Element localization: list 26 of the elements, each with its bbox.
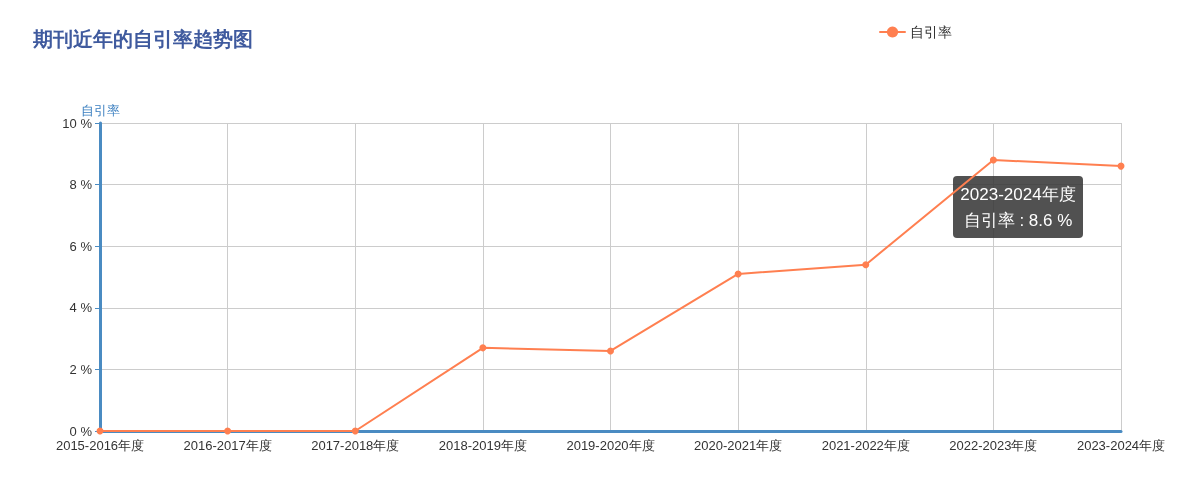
- annotation: 自引率 : 8.6 %: [963, 210, 1073, 230]
- legend-label: 自引率: [910, 24, 952, 40]
- point: [862, 261, 870, 269]
- x-tick-label: 2021-2022年度: [821, 438, 910, 453]
- x-tick-label: 2020-2021年度: [694, 438, 783, 453]
- y-axis-title: 自引率: [80, 102, 120, 118]
- x-tick-label: 2022-2023年度: [949, 438, 1038, 453]
- point: [734, 270, 742, 278]
- point: [351, 427, 359, 435]
- annotation: 2023-2024年度: [960, 184, 1076, 204]
- y-tick-label: 2 %: [69, 361, 93, 377]
- point: [989, 156, 997, 164]
- point: [224, 427, 232, 435]
- point: [607, 347, 614, 355]
- y-tick-label: 0 %: [69, 423, 93, 439]
- x-tick-label: 2019-2020年度: [566, 438, 655, 453]
- y-tick-label: 8 %: [69, 177, 93, 193]
- x-tick-label: 2016-2017年度: [183, 438, 272, 453]
- x-tick-label: 2015-2016年度: [55, 438, 145, 453]
- y-tick-label: 6 %: [69, 238, 93, 254]
- x-tick-label: 2018-2019年度: [438, 438, 527, 453]
- y-tick-label: 4 %: [69, 300, 93, 316]
- x-tick-label: 2017-2018年度: [311, 438, 400, 453]
- x-tick-label: 2023-2024年度: [1076, 438, 1166, 453]
- chart-title: 期刊近年的自引率趋势图: [32, 28, 253, 50]
- point: [479, 344, 487, 352]
